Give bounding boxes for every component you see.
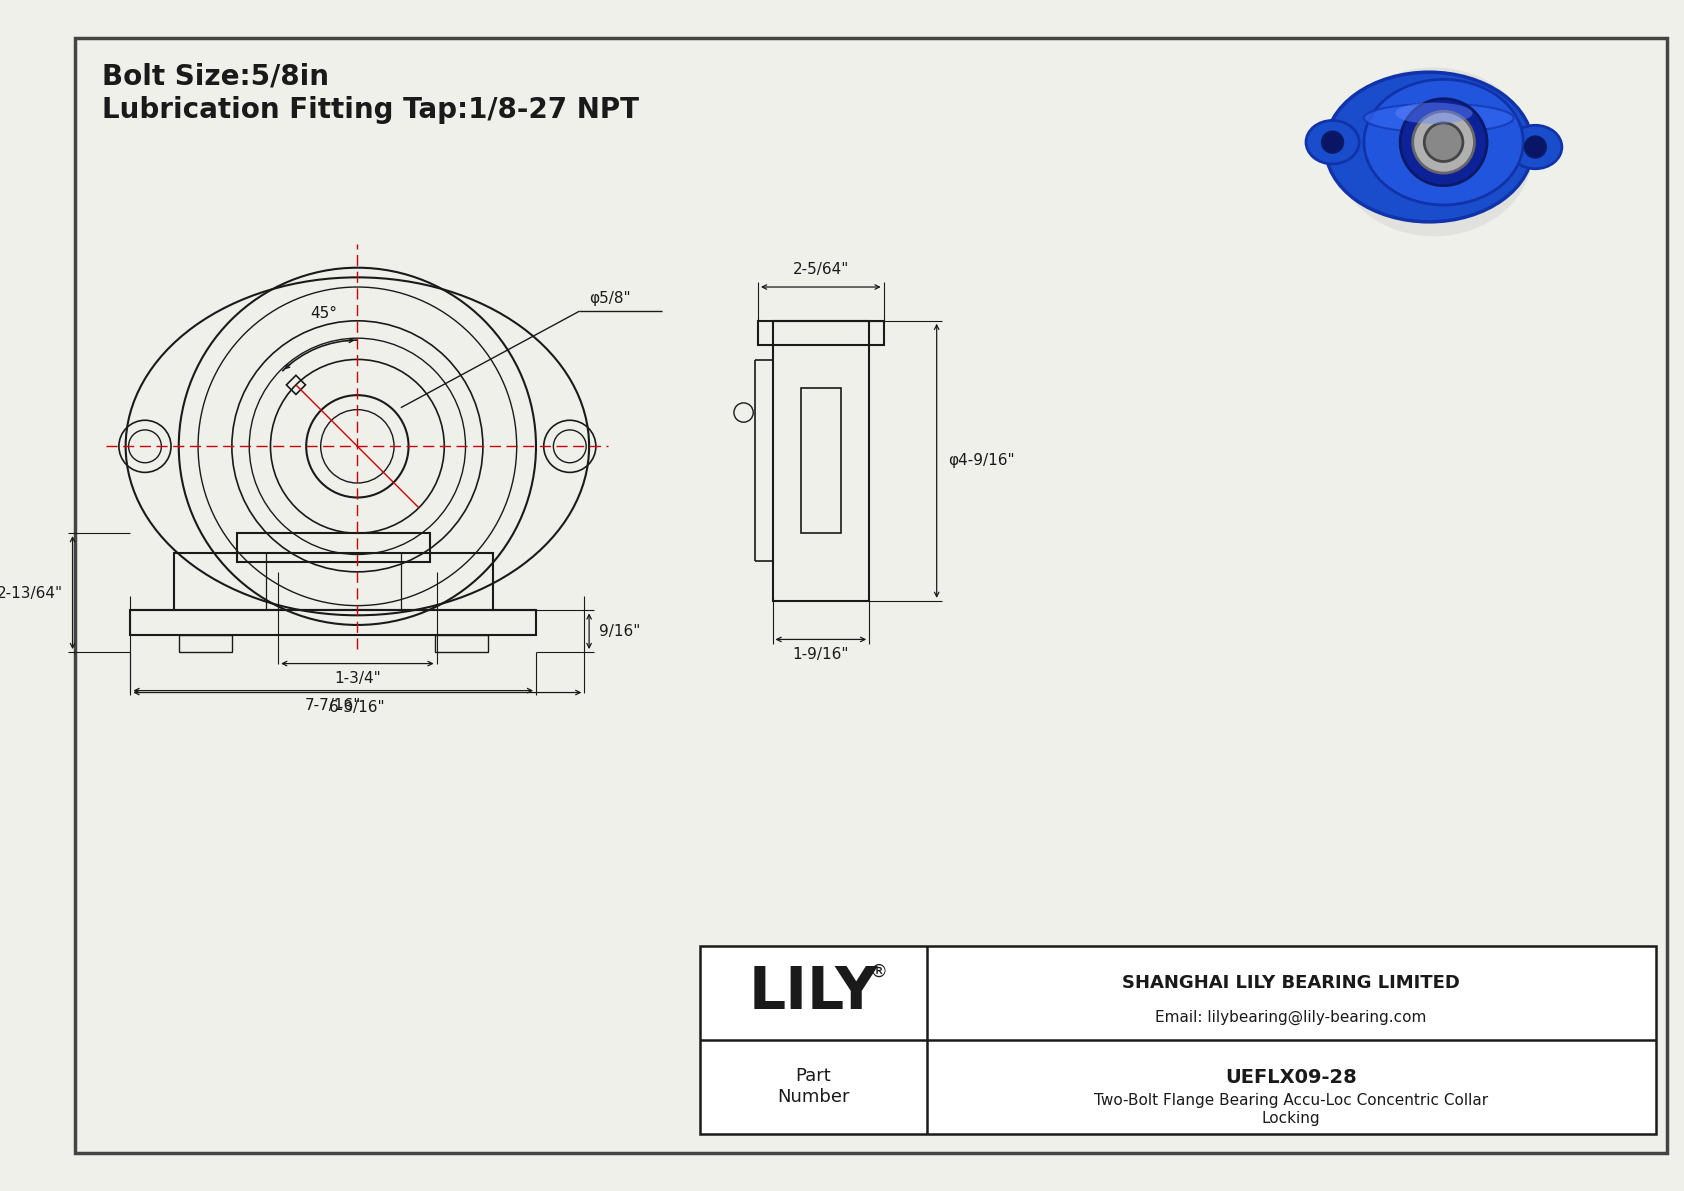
Bar	[434, 635, 488, 651]
Bar	[758, 320, 884, 345]
Bar	[701, 946, 1655, 1134]
Circle shape	[1413, 111, 1475, 173]
Text: φ5/8": φ5/8"	[589, 292, 632, 306]
Bar	[179, 635, 232, 651]
Text: 6-3/16": 6-3/16"	[328, 700, 386, 716]
Ellipse shape	[1325, 73, 1532, 222]
Text: 2-5/64": 2-5/64"	[793, 262, 849, 278]
Text: 45°: 45°	[310, 306, 337, 320]
Bar	[130, 611, 536, 635]
Text: φ4-9/16": φ4-9/16"	[948, 454, 1015, 468]
Text: 7-7/16": 7-7/16"	[305, 698, 362, 713]
Text: 1-3/4": 1-3/4"	[333, 672, 381, 686]
Text: LILY: LILY	[748, 964, 877, 1021]
Ellipse shape	[1509, 125, 1561, 169]
Circle shape	[1425, 123, 1463, 162]
Circle shape	[1399, 99, 1487, 186]
Bar	[773, 320, 869, 600]
Bar	[173, 553, 492, 611]
Circle shape	[1322, 131, 1344, 152]
Text: 9/16": 9/16"	[600, 624, 640, 640]
Text: Email: lilybearing@lily-bearing.com: Email: lilybearing@lily-bearing.com	[1155, 1010, 1426, 1024]
Text: Bolt Size:5/8in: Bolt Size:5/8in	[101, 62, 328, 91]
Bar	[237, 534, 429, 562]
Text: Part
Number: Part Number	[776, 1067, 849, 1106]
Bar	[800, 388, 840, 534]
Text: Lubrication Fitting Tap:1/8-27 NPT: Lubrication Fitting Tap:1/8-27 NPT	[101, 95, 638, 124]
Bar	[286, 375, 305, 394]
Ellipse shape	[1396, 102, 1472, 124]
Ellipse shape	[1364, 104, 1514, 132]
Circle shape	[1524, 137, 1546, 157]
Text: ®: ®	[869, 962, 887, 980]
Text: SHANGHAI LILY BEARING LIMITED: SHANGHAI LILY BEARING LIMITED	[1122, 974, 1460, 992]
Text: 2-13/64": 2-13/64"	[0, 586, 62, 600]
Ellipse shape	[1364, 80, 1524, 205]
Text: Two-Bolt Flange Bearing Accu-Loc Concentric Collar
Locking: Two-Bolt Flange Bearing Accu-Loc Concent…	[1095, 1093, 1489, 1125]
Ellipse shape	[1307, 120, 1359, 164]
Bar	[701, 946, 1655, 1134]
Text: UEFLX09-28: UEFLX09-28	[1226, 1068, 1357, 1087]
Text: 1-9/16": 1-9/16"	[793, 647, 849, 662]
Ellipse shape	[1335, 68, 1532, 236]
